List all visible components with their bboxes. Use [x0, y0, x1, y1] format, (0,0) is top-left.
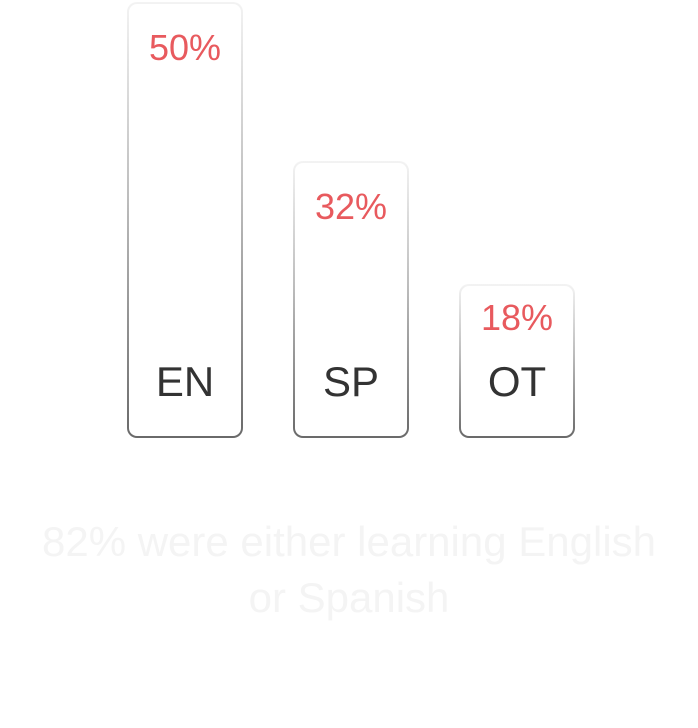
bar-chart: 50% EN 32% SP 18% OT [127, 2, 575, 438]
chart-caption: 82% were either learning English or Span… [0, 514, 698, 626]
bar-ot: 18% OT [459, 284, 575, 438]
bar-en: 50% EN [127, 2, 243, 438]
bar-category-label: OT [487, 358, 547, 405]
bar-value-label: 50% [148, 27, 222, 68]
caption-line-1: 82% were either learning English [41, 518, 657, 565]
bar-category-label: EN [155, 358, 215, 405]
caption-line-2: or Spanish [248, 574, 450, 621]
bar-value-label: 32% [314, 186, 388, 227]
bar-value-label: 18% [480, 297, 554, 338]
bar-category-label: SP [322, 358, 380, 405]
bar-sp: 32% SP [293, 161, 409, 438]
